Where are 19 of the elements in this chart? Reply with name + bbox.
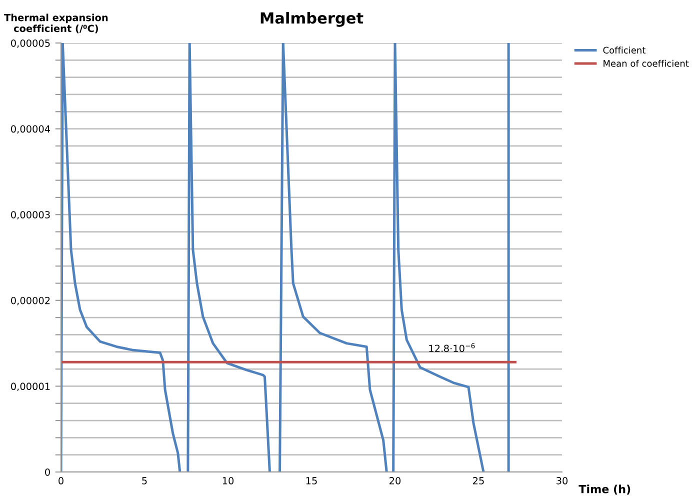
x-tick-label: 15 <box>306 477 317 484</box>
y-tick-label: 0,00002 <box>11 296 50 306</box>
legend-label: Mean of coefficient <box>604 60 689 67</box>
y-tick-label: 0,00003 <box>11 211 50 220</box>
y-tick-label: 0,00001 <box>11 382 50 392</box>
x-axis-title: Time (h) <box>578 484 630 495</box>
x-tick-label: 30 <box>556 477 568 484</box>
y-tick-label: 0,00005 <box>11 39 50 48</box>
y-tick-label: 0,00004 <box>11 125 50 134</box>
x-tick-label: 5 <box>142 477 147 484</box>
y-axis-title: Thermal expansion coefficient (/⁰C) <box>4 14 108 34</box>
x-tick-label: 10 <box>222 477 234 484</box>
chart-title: Malmberget <box>260 12 364 27</box>
annotation: 12.8·10$^{−6}$ <box>429 343 475 352</box>
x-tick-label: 25 <box>473 477 484 484</box>
x-tick-label: 0 <box>58 477 64 484</box>
x-tick-label: 20 <box>390 477 401 484</box>
legend-label: Cofficient <box>603 46 646 54</box>
y-tick-label: 0 <box>45 468 50 476</box>
